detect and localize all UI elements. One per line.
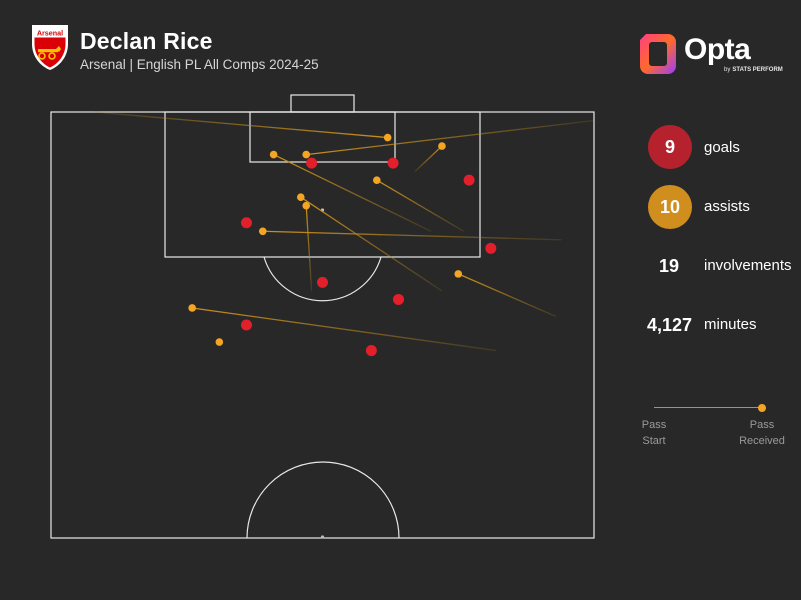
goal-layer — [240, 157, 497, 357]
opta-logo: Opta by STATS PERFORM — [638, 30, 783, 80]
subtitle: Arsenal | English PL All Comps 2024-25 — [80, 57, 319, 72]
assist-received-point — [269, 150, 278, 159]
assist-received-point — [438, 142, 446, 150]
opta-by: by — [724, 67, 731, 73]
minutes-label: minutes — [704, 316, 757, 333]
assists-value: 10 — [659, 196, 681, 217]
centre-circle — [246, 461, 400, 539]
legend-start-line1: Pass — [641, 419, 667, 431]
assist-pass-line — [273, 154, 432, 232]
penalty-arc — [263, 256, 382, 302]
assist-pass-line — [192, 307, 497, 352]
legend-start-line2: Start — [642, 435, 666, 447]
assist-received-point — [373, 176, 381, 184]
assist-pass-line — [376, 179, 465, 232]
assist-pass-line — [414, 145, 443, 173]
assist-received-point — [383, 133, 392, 142]
assist-pass-line — [94, 111, 388, 139]
goal-shot-point — [387, 157, 399, 169]
legend-end-line1: Pass — [749, 419, 775, 431]
arsenal-crest: Arsenal — [32, 25, 68, 70]
goal-shot-point — [317, 276, 328, 288]
assist-point — [215, 338, 224, 346]
goal-shot-point — [393, 293, 405, 305]
pitch-lines — [50, 94, 595, 539]
goal-shot-point — [240, 217, 252, 229]
goals-badge: 9 — [648, 125, 692, 169]
assists-badge: 10 — [648, 185, 692, 229]
opta-mark-icon — [640, 34, 676, 74]
assist-layer — [94, 111, 595, 352]
assist-pass-line — [262, 230, 562, 241]
assist-pass-line — [457, 273, 557, 318]
opta-stats-perform: STATS PERFORM — [732, 67, 783, 73]
player-name: Declan Rice — [80, 28, 213, 54]
assists-label: assists — [704, 198, 750, 215]
goal-shot-point — [463, 174, 475, 186]
involvements-label: involvements — [704, 257, 792, 274]
legend-end-line2: Received — [739, 435, 785, 447]
crest-text: Arsenal — [37, 28, 63, 37]
assist-received-point — [258, 227, 267, 236]
goal-shot-point — [306, 157, 318, 169]
goal-shot-point — [365, 345, 377, 357]
pitch-boundary — [50, 111, 595, 539]
legend-pass-start: Pass Start — [636, 417, 672, 449]
assist-received-point — [296, 193, 305, 201]
opta-subtitle: by STATS PERFORM — [724, 67, 783, 73]
goals-label: goals — [704, 139, 740, 156]
legend-pass-received: Pass Received — [733, 417, 791, 449]
minutes-value: 4,127 — [647, 315, 693, 335]
goal — [290, 94, 355, 113]
assist-received-point — [302, 150, 311, 159]
assist-pass-line — [305, 205, 313, 291]
centre-spot — [320, 535, 325, 539]
opta-wordmark: Opta — [684, 33, 751, 66]
assist-received-point — [454, 270, 463, 278]
legend-pass-line — [654, 407, 762, 408]
goals-value: 9 — [664, 136, 675, 157]
involvements-value: 19 — [659, 256, 680, 276]
assist-received-point — [188, 304, 196, 312]
penalty-box — [164, 111, 481, 258]
assist-pass-line — [300, 196, 443, 292]
goal-shot-point — [240, 319, 252, 331]
legend-received-dot — [758, 404, 766, 412]
assist-received-point — [302, 201, 311, 210]
goal-shot-point — [485, 242, 497, 254]
assist-pass-line — [306, 119, 595, 156]
